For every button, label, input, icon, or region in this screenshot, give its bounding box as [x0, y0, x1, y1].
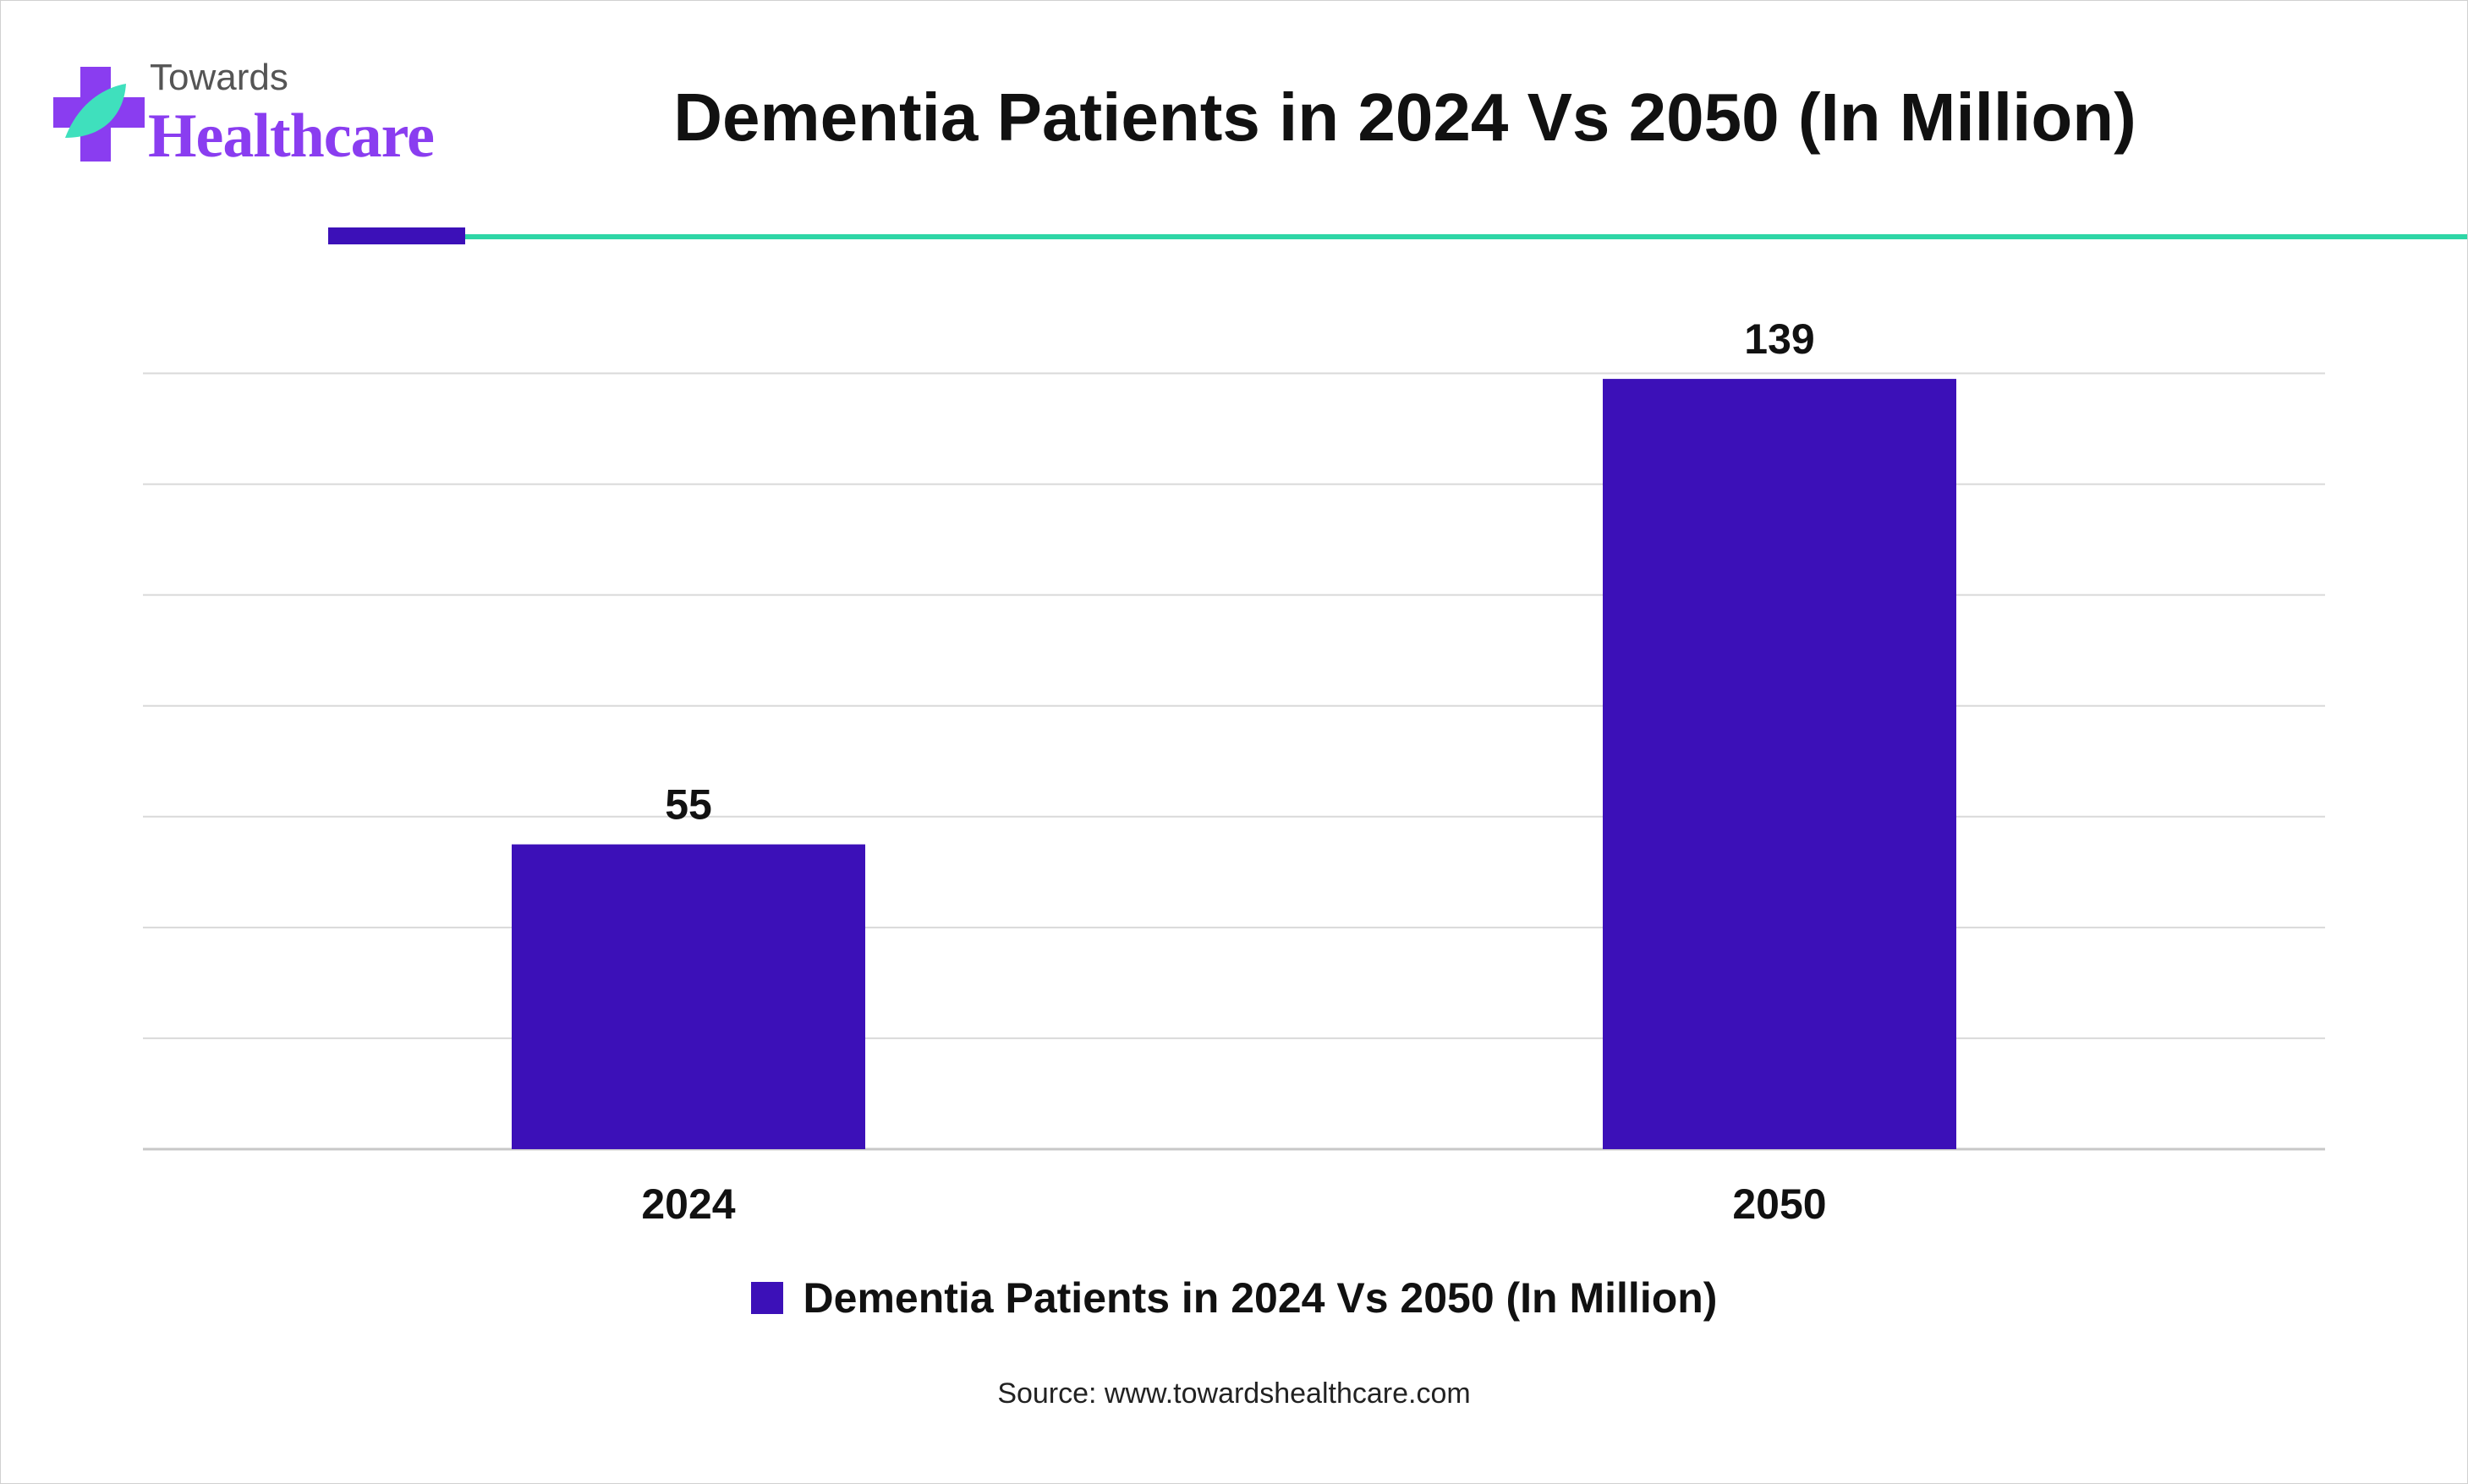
bar-2024 — [512, 844, 865, 1149]
title-divider-line — [465, 234, 2467, 239]
bar-2050 — [1603, 379, 1956, 1149]
title-accent-bar — [328, 227, 465, 244]
source-note: Source: www.towardshealthcare.com — [997, 1377, 1471, 1410]
chart-title: Dementia Patients in 2024 Vs 2050 (In Mi… — [673, 79, 2136, 155]
medical-cross-icon — [53, 67, 145, 162]
gridlines — [143, 372, 2325, 1151]
logo-text-healthcare: Healthcare — [148, 101, 435, 171]
data-labels: 55 139 — [665, 315, 1815, 828]
bars — [512, 379, 1956, 1149]
x-tick-label-2024: 2024 — [641, 1180, 735, 1228]
x-axis-tick-labels: 2024 2050 — [641, 1180, 1826, 1228]
logo-text-towards: Towards — [150, 57, 288, 98]
x-tick-label-2050: 2050 — [1732, 1180, 1826, 1228]
data-label-2024: 55 — [665, 781, 712, 829]
legend: Dementia Patients in 2024 Vs 2050 (In Mi… — [1, 1273, 2467, 1322]
brand-logo: Towards Healthcare — [48, 52, 488, 171]
bar-chart: 55 139 2024 2050 — [143, 315, 2325, 1228]
data-label-2050: 139 — [1744, 315, 1814, 363]
legend-label: Dementia Patients in 2024 Vs 2050 (In Mi… — [803, 1274, 1718, 1322]
legend-swatch — [750, 1282, 783, 1314]
